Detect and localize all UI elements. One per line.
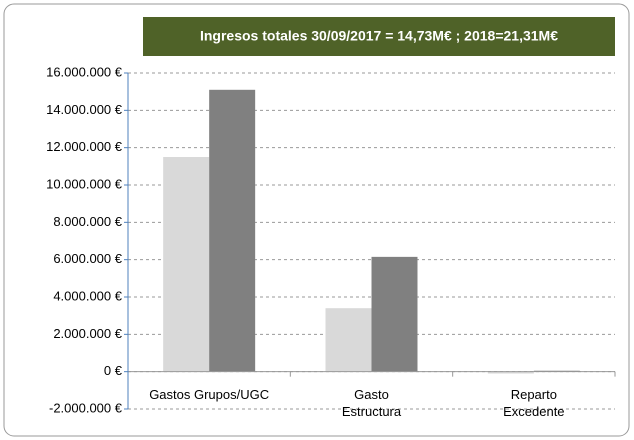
bar xyxy=(325,308,372,372)
y-tick-label: 6.000.000 € xyxy=(53,251,122,266)
y-tick-label: 14.000.000 € xyxy=(46,102,123,117)
bar xyxy=(163,157,210,372)
y-tick-label: 16.000.000 € xyxy=(46,64,123,79)
x-tick-label: Gastos Grupos/UGC xyxy=(149,386,270,402)
y-tick-label: 4.000.000 € xyxy=(53,288,122,303)
bar xyxy=(487,371,534,374)
y-tick-label: 10.000.000 € xyxy=(46,176,123,191)
y-tick-label: 2.000.000 € xyxy=(53,326,122,341)
y-tick-label: 8.000.000 € xyxy=(53,214,122,229)
y-tick-label: 0 € xyxy=(104,363,123,378)
bar xyxy=(371,256,418,372)
y-tick-label: -2.000.000 € xyxy=(49,400,123,415)
y-tick-label: 12.000.000 € xyxy=(46,139,123,154)
chart-title: Ingresos totales 30/09/2017 = 14,73M€ ; … xyxy=(200,28,558,44)
chart-border xyxy=(3,3,630,437)
title-box xyxy=(143,17,615,56)
x-tick-label: Gasto Estructura xyxy=(341,386,402,419)
x-tick-label: Reparto Excedente xyxy=(503,386,565,419)
bar xyxy=(209,89,256,372)
